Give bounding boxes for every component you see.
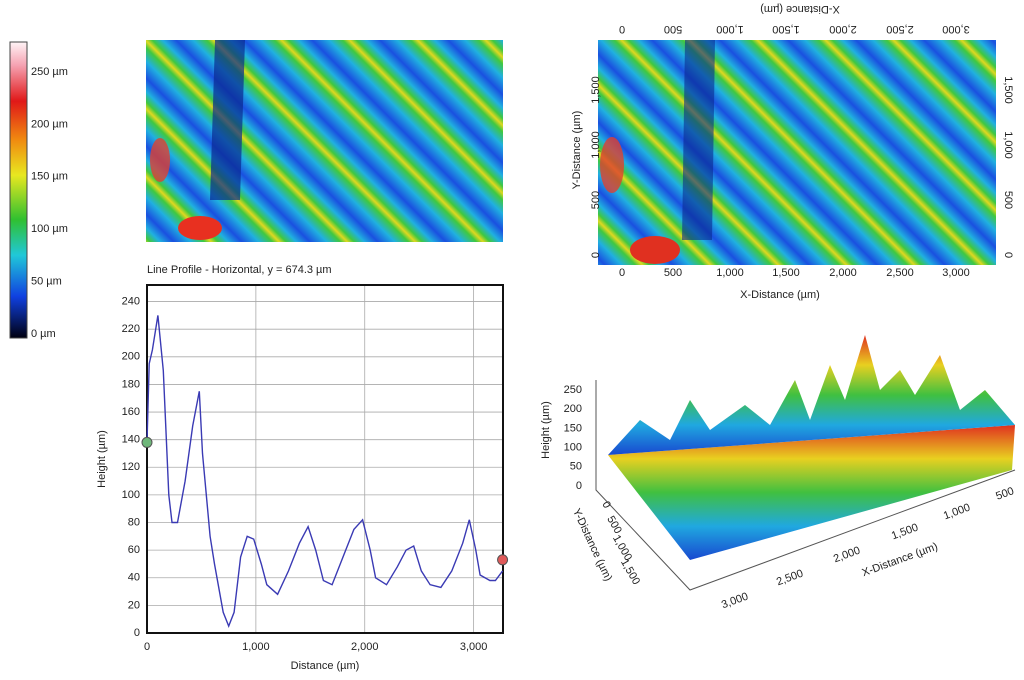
- x-tick-label: 1,000: [242, 641, 270, 653]
- top-valley: [682, 40, 715, 240]
- top-peak: [600, 137, 624, 193]
- x-tick-label: 2,000: [829, 23, 857, 35]
- scale-label: 150 µm: [31, 171, 68, 183]
- y-tick-label: 0: [590, 252, 602, 258]
- z-tick-label: 100: [564, 442, 582, 454]
- cursor-marker: [497, 554, 509, 566]
- x-axis-label: X-Distance (µm): [740, 289, 820, 301]
- surface-body: [608, 425, 1015, 560]
- scale-label: 100 µm: [31, 223, 68, 235]
- map-surface: [146, 40, 503, 242]
- y-tick-label: 200: [122, 351, 140, 363]
- z-tick-label: 50: [570, 461, 582, 473]
- map-valley: [210, 40, 245, 200]
- y-tick-label: 120: [122, 461, 140, 473]
- x-tick-label: 2,000: [351, 641, 379, 653]
- x-tick-label: 1,500: [772, 267, 800, 279]
- x-tick-label: 2,000: [829, 267, 857, 279]
- scale-label: 0 µm: [31, 328, 56, 340]
- y-tick-label: 500: [590, 191, 602, 209]
- y-tick-label: 60: [128, 544, 140, 556]
- y-tick-label: 100: [122, 489, 140, 501]
- x-tick-label: 3,000: [942, 23, 970, 35]
- x-tick-label: 3,000: [720, 591, 750, 612]
- x-tick-label: 500: [664, 23, 682, 35]
- y-tick-label: 180: [122, 378, 140, 390]
- y-tick-label: 1,000: [590, 131, 602, 159]
- y-tick-label: 1,500: [618, 557, 642, 587]
- x-tick-label: 0: [619, 23, 625, 35]
- y-tick-label: 1,000: [1002, 131, 1014, 159]
- z-axis-label: Height (µm): [540, 401, 552, 459]
- y-tick-label: 160: [122, 406, 140, 418]
- x-tick-label: 1,500: [772, 23, 800, 35]
- z-tick-label: 150: [564, 422, 582, 434]
- color-bar: [9, 41, 28, 339]
- x-tick-label: 2,500: [886, 23, 914, 35]
- x-tick-label: 2,000: [832, 545, 862, 566]
- y-axis-label: Height (µm): [96, 430, 108, 488]
- scale-label: 250 µm: [31, 66, 68, 78]
- x-axis-label: Distance (µm): [291, 660, 360, 672]
- x-tick-label: 500: [664, 267, 682, 279]
- x-tick-label: 500: [994, 485, 1015, 503]
- surface-peaks: [608, 335, 1015, 455]
- chart-title: Line Profile - Horizontal, y = 674.3 µm: [147, 264, 332, 276]
- x-tick-label: 1,000: [716, 267, 744, 279]
- y-tick-label: 240: [122, 295, 140, 307]
- cursor-marker: [141, 436, 153, 448]
- y-tick-label: 1,500: [590, 76, 602, 104]
- height-map: [146, 40, 503, 242]
- y-tick-label: 0: [599, 499, 612, 510]
- y-tick-label: 40: [128, 572, 140, 584]
- x-tick-label: 2,500: [886, 267, 914, 279]
- surface-3d: [595, 335, 1016, 591]
- z-tick-label: 0: [576, 480, 582, 492]
- top-peak: [630, 236, 680, 264]
- x-tick-label: 1,000: [942, 502, 972, 523]
- x-tick-label: 0: [619, 267, 625, 279]
- plot-frame: [146, 284, 504, 634]
- y-axis-label: Y-Distance (µm): [571, 111, 583, 190]
- x-axis-label: X-Distance (µm): [760, 3, 840, 15]
- top-view: [598, 40, 996, 265]
- z-tick-label: 200: [564, 403, 582, 415]
- z-tick-label: 250: [564, 384, 582, 396]
- y-tick-label: 1,000: [610, 533, 634, 563]
- y-tick-label: 0: [134, 627, 140, 639]
- y-tick-label: 20: [128, 599, 140, 611]
- map-peak: [178, 216, 222, 240]
- x-tick-label: 0: [144, 641, 150, 653]
- x-tick-label: 3,000: [460, 641, 488, 653]
- y-tick-label: 0: [1002, 252, 1014, 258]
- x-tick-label: 3,000: [942, 267, 970, 279]
- y-tick-label: 1,500: [1002, 76, 1014, 104]
- y-tick-label: 500: [1002, 191, 1014, 209]
- x-tick-label: 2,500: [775, 568, 805, 589]
- y-tick-label: 80: [128, 516, 140, 528]
- x-tick-label: 1,000: [716, 23, 744, 35]
- surface-box: [595, 380, 1016, 591]
- x-tick-label: 1,500: [890, 522, 920, 543]
- scale-label: 200 µm: [31, 118, 68, 130]
- y-tick-label: 140: [122, 434, 140, 446]
- profile-line: [146, 315, 504, 629]
- map-peak: [150, 138, 170, 182]
- x-axis-label: X-Distance (µm): [860, 541, 939, 580]
- scale-label: 50 µm: [31, 276, 62, 288]
- top-surface: [598, 40, 996, 265]
- y-tick-label: 220: [122, 323, 140, 335]
